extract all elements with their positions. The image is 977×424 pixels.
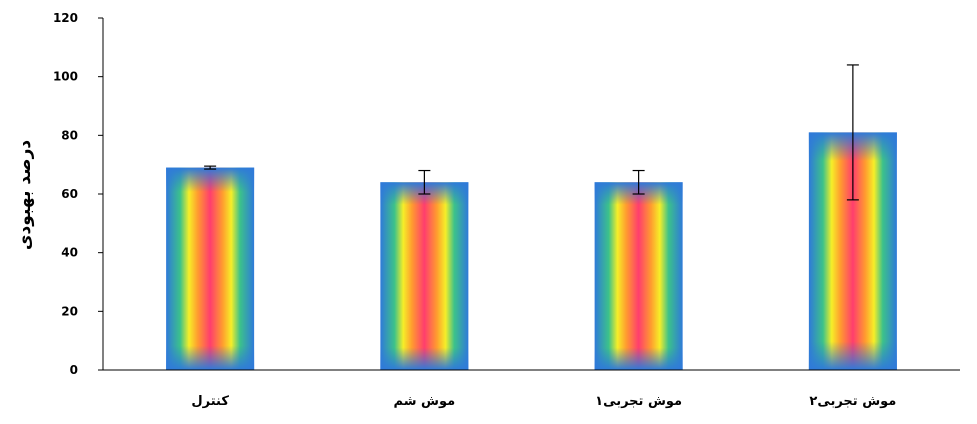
bar-edge-shade [166, 167, 255, 370]
bar-edge-shade [380, 182, 469, 370]
y-tick-label: 100 [53, 70, 78, 84]
y-axis-ticks: 0 20 40 60 80 100 120 [53, 11, 103, 377]
bars [166, 132, 897, 370]
bar-edge-shade [594, 182, 683, 370]
x-category-label: موش تجربی۱ [595, 394, 682, 409]
x-category-label: موش تجربی۲ [809, 394, 896, 409]
error-bars [204, 64, 859, 201]
x-category-label: کنترل [191, 394, 229, 409]
y-tick-label: 20 [61, 304, 78, 318]
y-tick-label: 40 [61, 246, 78, 260]
y-tick-label: 0 [70, 363, 78, 377]
x-axis-labels: کنترل موش شم موش تجربی۱ موش تجربی۲ [191, 394, 896, 409]
y-tick-label: 80 [61, 128, 78, 142]
y-axis-label: درصد بهبودی [15, 140, 35, 250]
y-tick-label: 120 [53, 11, 78, 25]
y-tick-label: 60 [61, 187, 78, 201]
x-category-label: موش شم [394, 394, 456, 409]
